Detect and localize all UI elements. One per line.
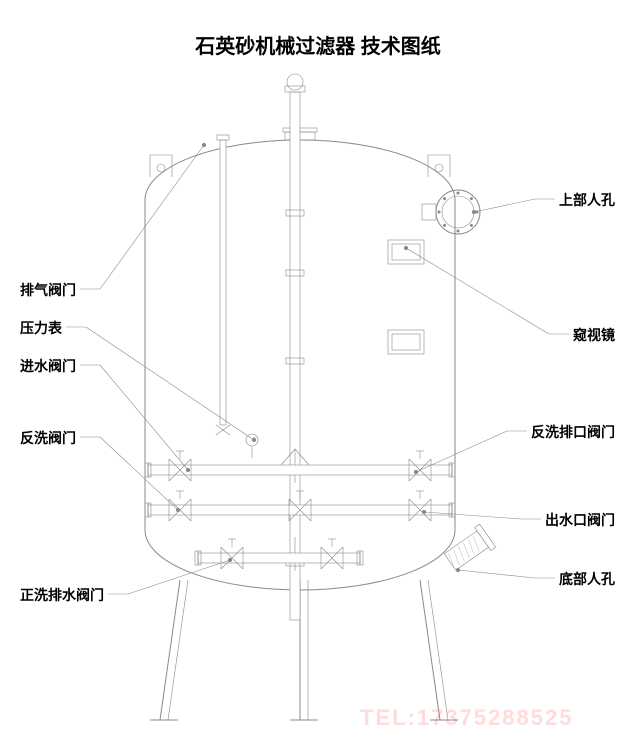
label-pressure-gauge: 压力表 <box>20 318 62 338</box>
filter-diagram <box>0 0 636 735</box>
label-fwd-drain-valve: 正洗排水阀门 <box>20 585 104 605</box>
label-top-manhole: 上部人孔 <box>559 190 615 210</box>
label-bottom-manhole: 底部人孔 <box>559 569 615 589</box>
label-outlet-valve: 出水口阀门 <box>545 510 615 530</box>
label-bw-outlet-valve: 反洗排口阀门 <box>531 422 615 442</box>
label-backwash-valve: 反洗阀门 <box>20 428 76 448</box>
label-inlet-valve: 进水阀门 <box>20 356 76 376</box>
watermark-tel: TEL:17375288525 <box>360 705 573 731</box>
label-exhaust-valve: 排气阀门 <box>20 280 76 300</box>
label-sight-glass: 窥视镜 <box>573 325 615 345</box>
